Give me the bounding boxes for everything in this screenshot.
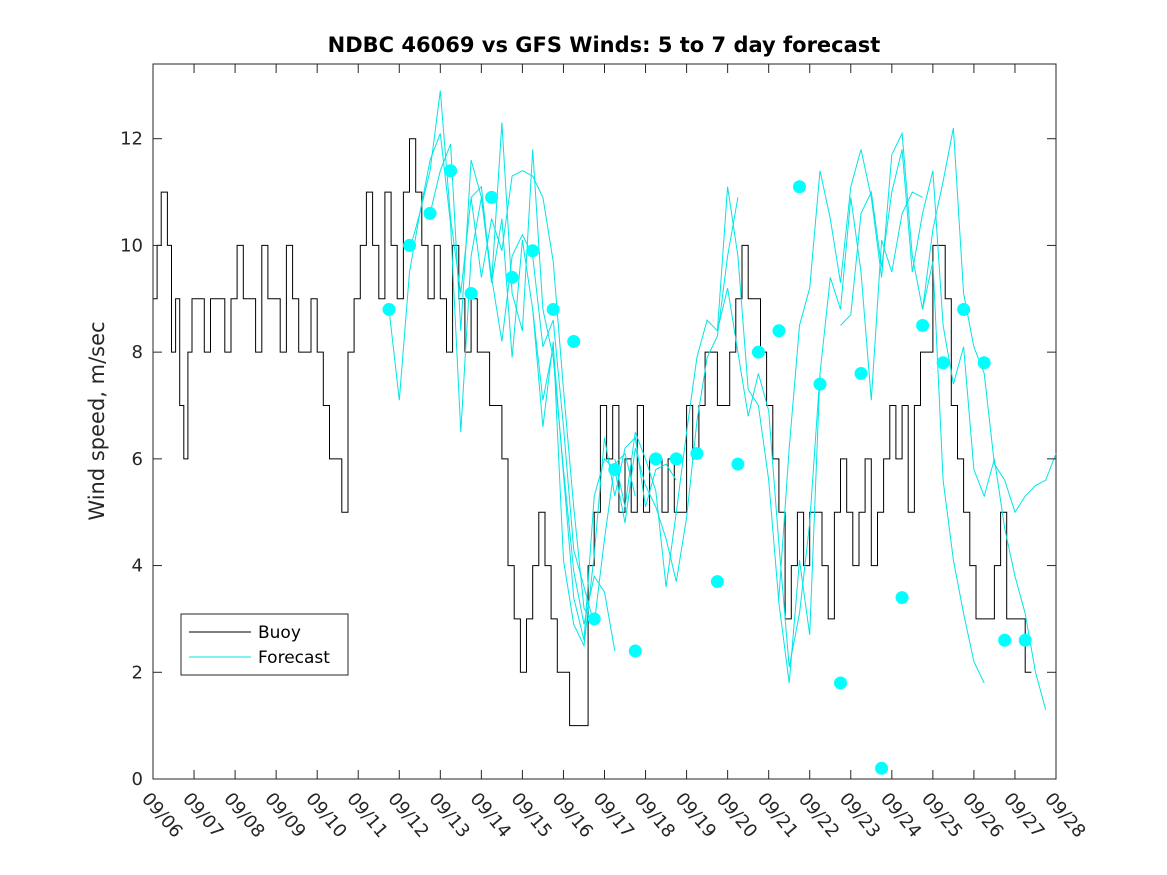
legend-label-buoy: Buoy xyxy=(258,623,301,643)
forecast-marker xyxy=(710,575,724,589)
forecast-marker xyxy=(567,334,581,348)
forecast-line xyxy=(778,131,985,684)
forecast-marker xyxy=(936,356,950,370)
forecast-line xyxy=(532,197,739,641)
forecast-series xyxy=(388,90,1057,710)
forecast-marker xyxy=(751,345,765,359)
forecast-line xyxy=(922,127,1057,514)
y-tick-label: 4 xyxy=(132,556,143,577)
forecast-marker xyxy=(690,447,704,461)
y-axis: 0 2 4 6 8 10 12 xyxy=(120,129,1056,790)
forecast-marker xyxy=(403,238,417,252)
forecast-line xyxy=(470,185,677,648)
forecast-marker xyxy=(998,633,1012,647)
y-tick-label: 8 xyxy=(132,342,143,363)
forecast-line xyxy=(840,149,1047,710)
forecast-line xyxy=(388,90,595,625)
forecast-marker xyxy=(464,286,478,300)
legend: Buoy Forecast xyxy=(180,613,349,676)
forecast-marker xyxy=(649,452,663,466)
legend-box xyxy=(180,613,349,676)
forecast-marker xyxy=(834,676,848,690)
forecast-marker xyxy=(485,190,499,204)
forecast-marker xyxy=(608,463,622,477)
forecast-marker xyxy=(957,302,971,316)
forecast-marker xyxy=(731,457,745,471)
forecast-marker xyxy=(669,452,683,466)
y-tick-label: 6 xyxy=(132,449,143,470)
forecast-marker xyxy=(1018,633,1032,647)
forecast-marker xyxy=(423,206,437,220)
forecast-marker xyxy=(875,761,889,775)
forecast-marker xyxy=(546,302,560,316)
y-tick-label: 12 xyxy=(120,129,143,150)
forecast-marker xyxy=(854,366,868,380)
forecast-marker xyxy=(977,356,991,370)
forecast-marker xyxy=(587,612,601,626)
buoy-line xyxy=(153,138,1032,727)
forecast-marker xyxy=(628,644,642,658)
chart-title: NDBC 46069 vs GFS Winds: 5 to 7 day fore… xyxy=(328,33,881,57)
forecast-marker xyxy=(792,180,806,194)
forecast-marker xyxy=(382,302,396,316)
forecast-marker xyxy=(526,244,540,258)
forecast-marker xyxy=(772,324,786,338)
forecast-line xyxy=(716,186,923,684)
y-tick-label: 10 xyxy=(120,235,143,256)
forecast-marker xyxy=(916,318,930,332)
forecast-marker xyxy=(813,377,827,391)
y-tick-label: 0 xyxy=(132,769,143,790)
buoy-series xyxy=(153,138,1032,727)
forecast-marker xyxy=(444,164,458,178)
forecast-marker xyxy=(895,591,909,605)
forecast-line xyxy=(409,122,616,651)
y-tick-label: 2 xyxy=(132,662,143,683)
legend-label-forecast: Forecast xyxy=(258,648,330,668)
forecast-marker xyxy=(505,270,519,284)
y-axis-label: Wind speed, m/sec xyxy=(85,321,109,520)
forecast-markers xyxy=(382,164,1032,775)
